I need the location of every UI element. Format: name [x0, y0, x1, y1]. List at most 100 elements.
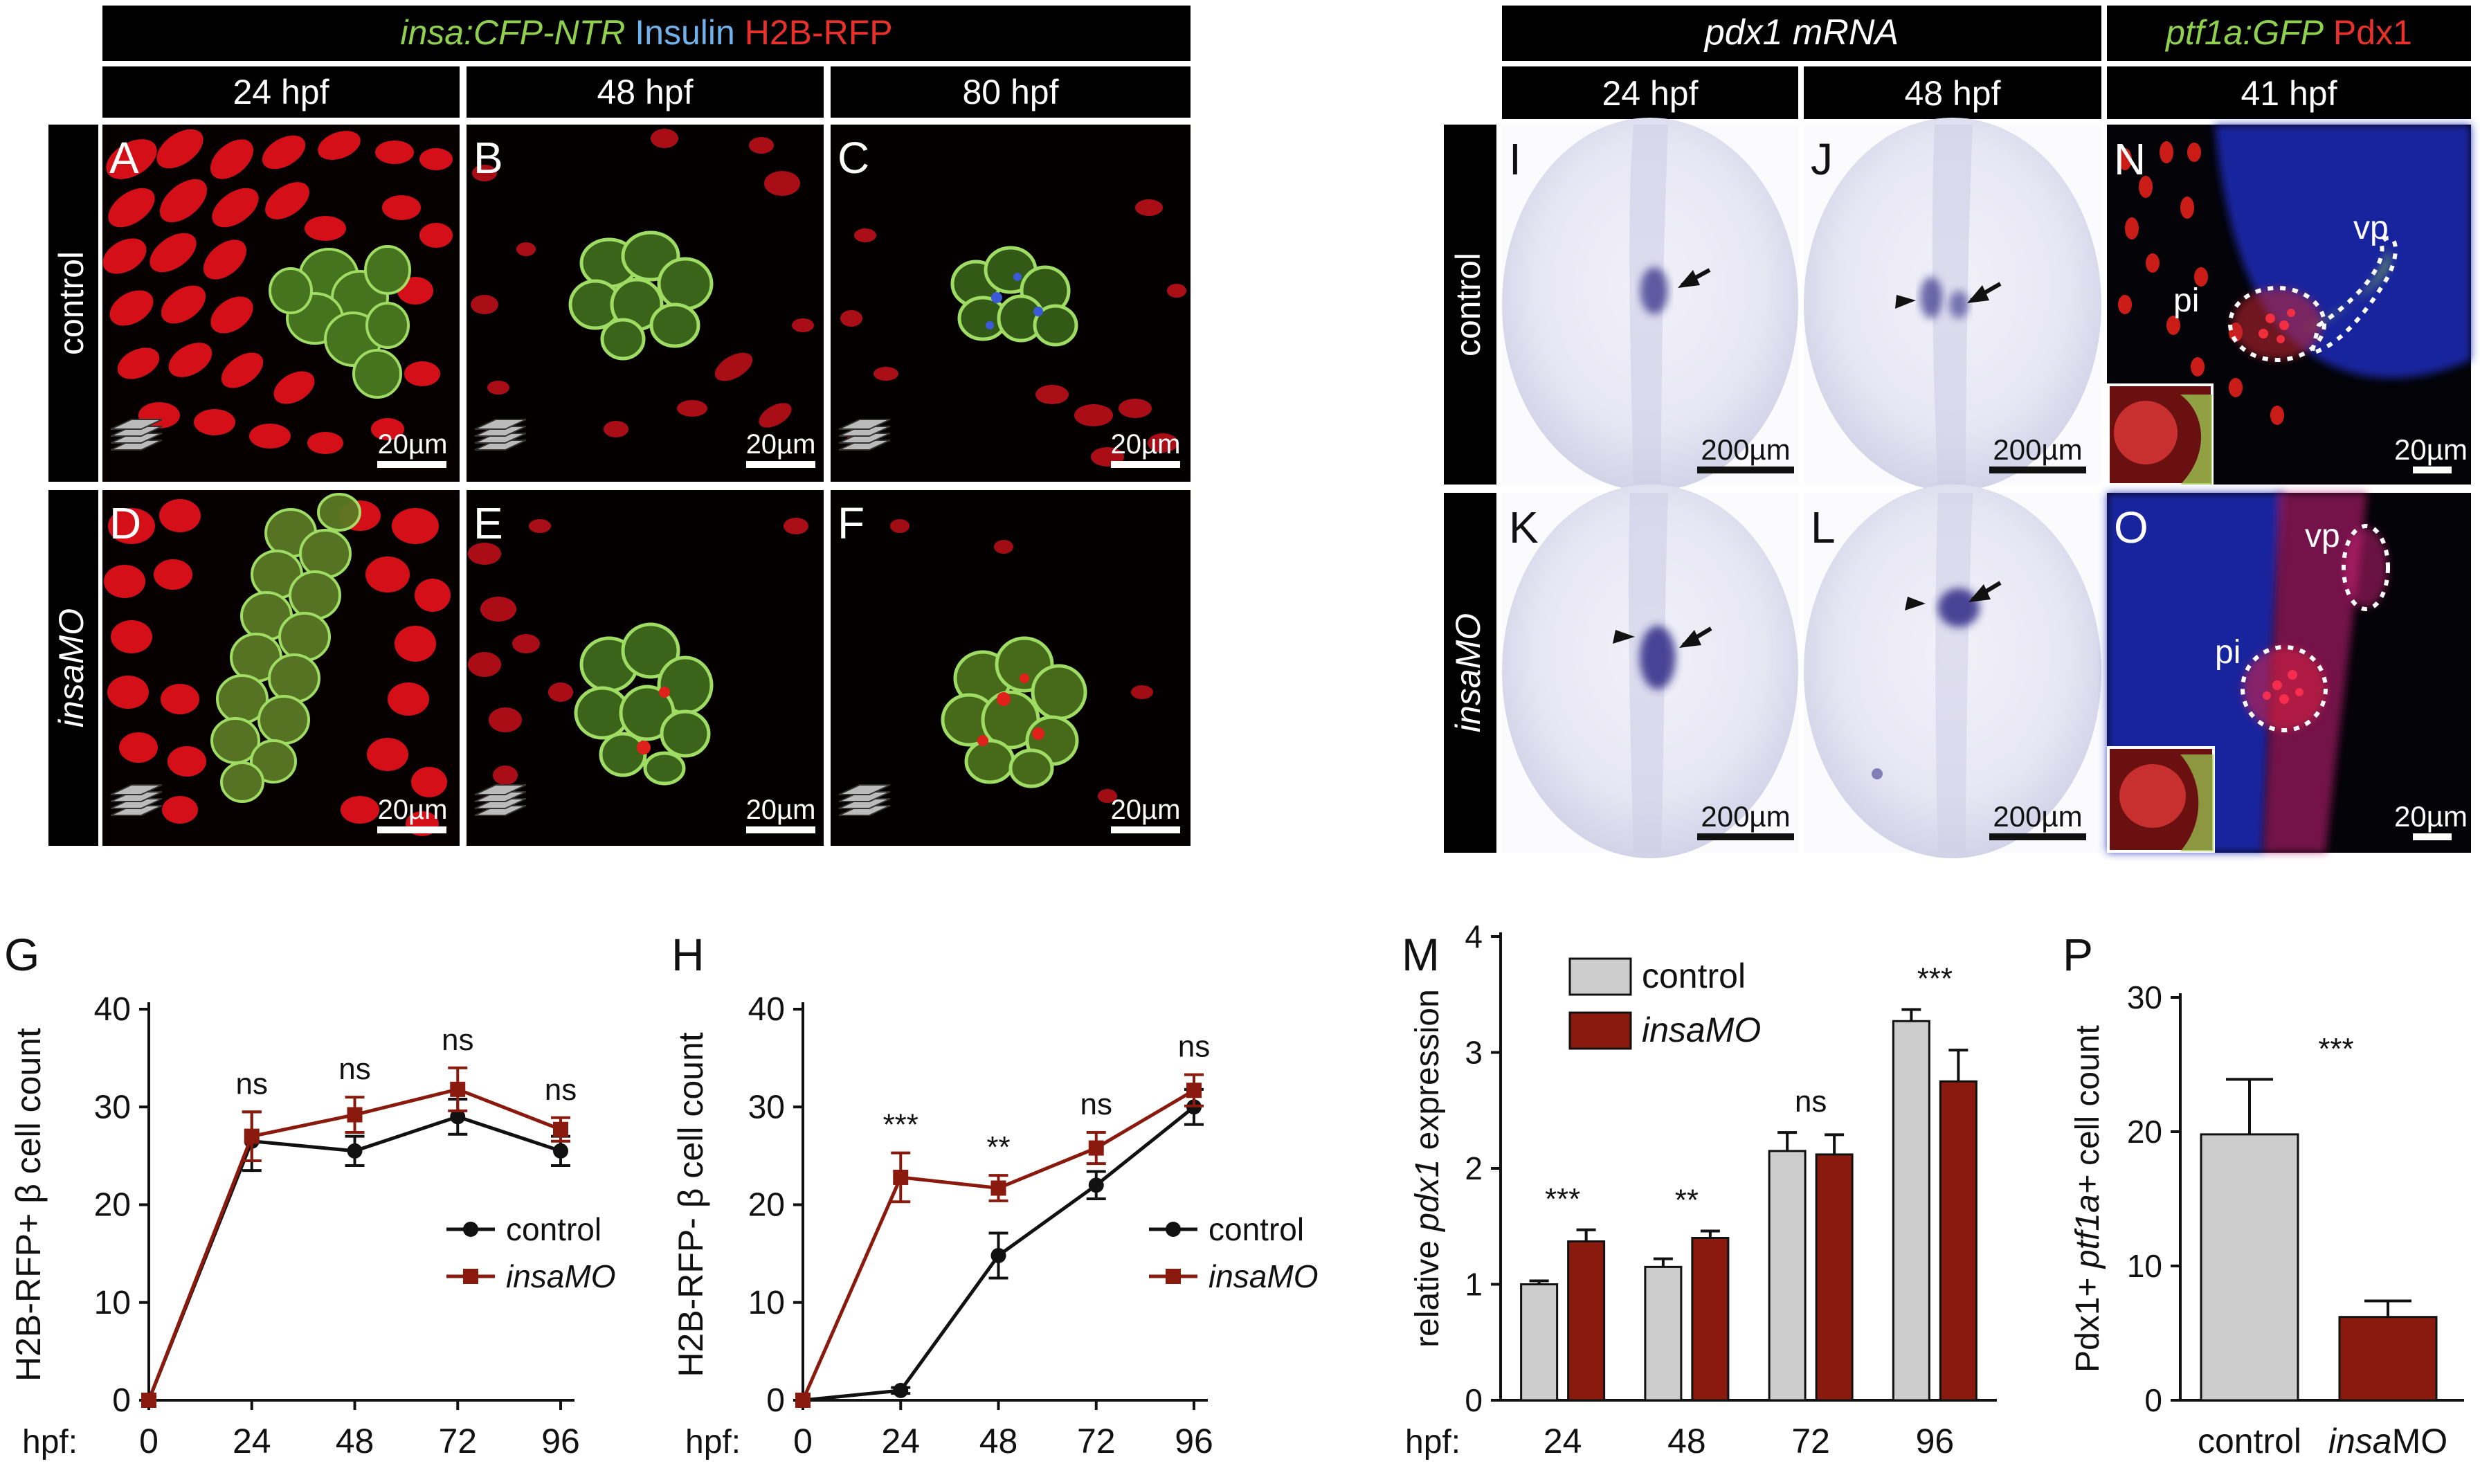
panel-c-image: C 20µm — [831, 125, 1191, 482]
scale-bar-n — [2413, 467, 2452, 473]
panel-d-image: D 20µm — [102, 490, 460, 846]
y-tick-label: 30 — [2127, 979, 2162, 1015]
panel-letter-h: H — [671, 929, 705, 980]
z-stack-icon — [474, 419, 527, 451]
panel-i-image: I 200µm — [1502, 118, 1798, 491]
data-point-insaMO — [990, 1180, 1006, 1196]
x-tick-label: 72 — [1791, 1422, 1830, 1460]
y-tick-label: 10 — [94, 1285, 131, 1321]
bar-insaMO — [1691, 1237, 1730, 1402]
significance-label: ns — [1080, 1087, 1112, 1121]
marker-insa: insa:CFP-NTR — [400, 13, 625, 52]
z-stack-icon — [110, 784, 163, 816]
bar-control — [2200, 1133, 2299, 1402]
y-tick-label: 40 — [748, 991, 785, 1028]
scale-label-i: 200µm — [1701, 433, 1790, 466]
header-markers-left: insa:CFP-NTR Insulin H2B-RFP — [102, 6, 1191, 61]
scale-bar-o — [2413, 833, 2452, 840]
bar-insaMO — [1815, 1153, 1854, 1402]
scale-label-l: 200µm — [1993, 800, 2082, 833]
scale-bar-d — [377, 826, 446, 833]
legend-swatch — [1568, 1011, 1632, 1050]
panel-letter-m: M — [1402, 929, 1440, 980]
svg-text:ptf1a:GFP Pdx1: ptf1a:GFP Pdx1 — [2164, 13, 2412, 52]
data-point-insaMO — [450, 1081, 466, 1097]
arrowhead-icon — [1613, 630, 1635, 644]
x-tick-label: 0 — [793, 1422, 813, 1460]
data-point-control — [1088, 1177, 1104, 1193]
significance-label: ns — [545, 1073, 577, 1107]
y-tick-label: 3 — [1465, 1035, 1483, 1071]
bar-control — [1892, 1020, 1930, 1402]
row-labels-left: control insaMO — [48, 125, 98, 846]
scale-label-c: 20µm — [1111, 429, 1181, 460]
scale-label-a: 20µm — [378, 429, 448, 460]
legend-label-insaMO: insaMO — [1642, 1011, 1761, 1049]
y-tick-label: 40 — [94, 991, 131, 1028]
x-tick-label: 24 — [881, 1422, 920, 1460]
panel-letter-d: D — [109, 498, 141, 548]
region-label-vp: vp — [2353, 210, 2389, 246]
scale-bar-e — [746, 826, 815, 833]
panel-letter-g: G — [4, 929, 39, 980]
bar-control — [1644, 1265, 1683, 1402]
scale-label-f: 20µm — [1111, 795, 1181, 825]
scale-bar-i — [1697, 467, 1794, 473]
data-point-insaMO — [141, 1393, 156, 1408]
significance-label: *** — [2318, 1032, 2353, 1066]
y-tick-label: 2 — [1465, 1150, 1483, 1186]
scale-bar-b — [746, 461, 815, 468]
pdx1-title: pdx1 mRNA — [1703, 12, 1899, 53]
y-tick-label: 1 — [1465, 1267, 1483, 1303]
z-stack-icon — [838, 784, 891, 816]
chart-h: 0 10 20 30 40 0 24 48 72 96 hpf: H2B-RFP- β cell co… — [671, 991, 1318, 1460]
data-point-insaMO — [893, 1169, 909, 1185]
panel-f-image: F 20µm — [831, 490, 1191, 846]
significance-label: ** — [986, 1130, 1010, 1164]
pdx1-time-48: 48 hpf — [1904, 74, 2000, 113]
bar-insaMO — [2338, 1316, 2438, 1402]
panel-b-image: B 20µm — [467, 125, 824, 482]
x-tick-label: 48 — [336, 1422, 374, 1460]
scale-label-b: 20µm — [746, 429, 816, 460]
bar-control — [1520, 1283, 1559, 1402]
arrowhead-icon — [1895, 295, 1916, 309]
data-point-insaMO — [347, 1107, 363, 1123]
panel-e-image: E 20µm — [467, 490, 824, 846]
scale-bar-l — [1989, 833, 2086, 840]
significance-label: *** — [1917, 962, 1953, 996]
data-point-control — [450, 1109, 466, 1125]
y-tick-label: 10 — [2127, 1248, 2162, 1284]
panel-letter-o: O — [2114, 503, 2148, 552]
legend-marker — [463, 1222, 478, 1237]
bar-insaMO — [1567, 1240, 1606, 1402]
x-tick-label: 72 — [1077, 1422, 1116, 1460]
scale-label-e: 20µm — [746, 795, 816, 825]
y-tick-label: 20 — [94, 1187, 131, 1224]
data-point-insaMO — [1186, 1083, 1202, 1098]
x-tick-label-control: control — [2198, 1422, 2301, 1460]
region-label-vp: vp — [2305, 518, 2340, 554]
chart-m: 0 1 2 3 4 relative pdx1 expression 24 *** 48 ** 72… — [1405, 919, 1997, 1460]
z-stack-icon — [110, 419, 163, 451]
y-axis-label: H2B-RFP+ β cell count — [9, 1028, 48, 1382]
legend-marker — [1166, 1269, 1181, 1284]
panel-letter-e: E — [473, 498, 503, 548]
significance-label: ns — [1795, 1085, 1827, 1119]
panel-l-image: L 200µm — [1804, 485, 2101, 858]
panel-letter-f: F — [838, 498, 865, 548]
bar-insaMO — [1939, 1080, 1977, 1402]
y-axis-label: relative pdx1 expression — [1409, 989, 1446, 1348]
header-pdx1: pdx1 mRNA 24 hpf 48 hpf — [1502, 6, 2101, 119]
arrowhead-icon — [1905, 597, 1926, 610]
chart-p: 0 10 20 30 Pdx1+ ptf1a+ cell count control ins… — [2070, 979, 2464, 1460]
scale-bar-f — [1111, 826, 1180, 833]
panel-n-image: pi vp N 20µm — [2107, 125, 2471, 486]
x-tick-label: 96 — [1175, 1422, 1213, 1460]
panel-letter-a: A — [109, 133, 139, 183]
legend-marker — [1166, 1222, 1181, 1237]
bar-control — [1768, 1150, 1807, 1402]
marker-pdx1: Pdx1 — [2333, 13, 2412, 52]
significance-label: *** — [883, 1108, 918, 1142]
